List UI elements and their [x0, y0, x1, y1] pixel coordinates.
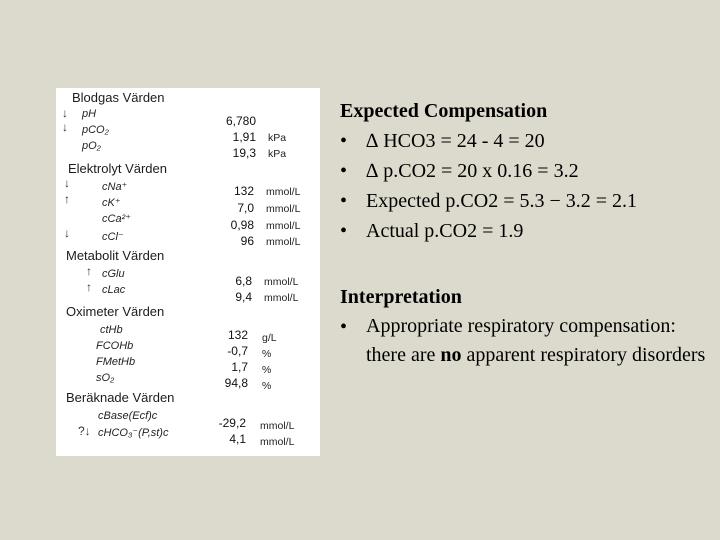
param-value: 7,0: [237, 201, 254, 215]
param-value: 132: [227, 328, 248, 342]
interpretation-text-start: Appropriate respiratory compensation: th…: [366, 315, 676, 366]
param-value: -0,7: [227, 344, 248, 358]
param-label: FCOHb: [96, 340, 134, 352]
param-label: pH: [82, 108, 97, 120]
bullet-dot: •: [340, 316, 348, 338]
param-label: cCa²⁺: [102, 213, 132, 225]
param-unit: %: [262, 364, 272, 376]
param-unit: %: [262, 348, 272, 360]
section-title-oximeter: Oximeter Värden: [66, 304, 165, 319]
param-label: cGlu: [102, 268, 125, 280]
param-value: 9,4: [235, 290, 252, 304]
param-label: ctHb: [100, 324, 123, 336]
param-label: cBase(Ecf)c: [98, 410, 158, 422]
param-value: 94,8: [224, 376, 248, 390]
param-value: 19,3: [232, 146, 256, 160]
bullet-text: Expected p.CO2 = 5.3 − 3.2 = 2.1: [366, 190, 638, 212]
bullet-dot: •: [340, 130, 348, 152]
section-title-beraknade: Beräknade Värden: [66, 390, 175, 405]
interpretation-text-end: apparent respiratory disorders: [461, 344, 706, 366]
param-unit: mmol/L: [260, 420, 295, 432]
param-value: 4,1: [229, 432, 246, 446]
param-unit: %: [262, 380, 272, 392]
param-value: 1,7: [231, 360, 248, 374]
bullet-item: • Actual p.CO2 = 1.9: [340, 216, 710, 246]
param-label: pCO₂: [82, 124, 109, 136]
param-label: pO₂: [82, 140, 101, 152]
slide-text: Expected Compensation • ∆ HCO3 = 24 - 4 …: [340, 96, 710, 370]
param-label: cCl⁻: [102, 231, 124, 243]
param-unit: mmol/L: [264, 276, 299, 288]
bullet-item: • Appropriate respiratory compensation: …: [340, 312, 710, 370]
flag-arrow: ?↓: [78, 424, 91, 438]
param-value: 6,8: [235, 274, 252, 288]
param-value: 96: [240, 234, 254, 248]
param-value: 6,780: [225, 114, 256, 128]
param-unit: mmol/L: [266, 203, 301, 215]
param-unit: mmol/L: [260, 436, 295, 448]
interpretation-text: Appropriate respiratory compensation: th…: [366, 312, 710, 370]
param-unit: mmol/L: [266, 186, 301, 198]
interpretation-title: Interpretation: [340, 286, 462, 308]
bullet-dot: •: [340, 220, 348, 242]
param-unit: kPa: [268, 132, 287, 144]
param-label: cNa⁺: [102, 181, 128, 193]
param-value: -29,2: [218, 416, 246, 430]
flag-arrow: ↓: [64, 176, 70, 190]
section-title-elektrolyt: Elektrolyt Värden: [68, 161, 167, 176]
param-label: cK⁺: [102, 197, 121, 209]
flag-arrow: ↑: [86, 264, 92, 278]
lab-report-scan: Blodgas Värden ↓ pH 6,780 ↓ pCO₂ 1,91 kP…: [56, 88, 320, 456]
bullet-text: Actual p.CO2 = 1.9: [366, 220, 524, 242]
flag-arrow: ↓: [62, 120, 68, 134]
spacer: [340, 246, 710, 282]
param-unit: mmol/L: [266, 236, 301, 248]
param-value: 132: [233, 184, 254, 198]
param-label: FMetHb: [96, 356, 136, 368]
section-title-blodgas: Blodgas Värden: [72, 90, 165, 105]
bullet-item: • Expected p.CO2 = 5.3 − 3.2 = 2.1: [340, 186, 710, 216]
bullet-item: • ∆ HCO3 = 24 - 4 = 20: [340, 126, 710, 156]
bullet-text: ∆ p.CO2 = 20 x 0.16 = 3.2: [366, 160, 579, 182]
expected-compensation-title: Expected Compensation: [340, 100, 548, 122]
param-value: 1,91: [232, 130, 256, 144]
bullet-dot: •: [340, 160, 348, 182]
param-unit: g/L: [262, 332, 277, 344]
param-unit: kPa: [268, 148, 287, 160]
param-value: 0,98: [230, 218, 254, 232]
bullet-dot: •: [340, 190, 348, 212]
param-label: cHCO₃⁻(P,st)c: [98, 427, 169, 439]
bullet-text: ∆ HCO3 = 24 - 4 = 20: [366, 130, 545, 152]
flag-arrow: ↓: [62, 106, 68, 120]
interpretation-emphasis: no: [440, 344, 462, 366]
section-title-metabolit: Metabolit Värden: [66, 248, 165, 263]
flag-arrow: ↑: [64, 192, 70, 206]
param-unit: mmol/L: [266, 220, 301, 232]
bullet-item: • ∆ p.CO2 = 20 x 0.16 = 3.2: [340, 156, 710, 186]
param-label: sO₂: [96, 372, 115, 384]
flag-arrow: ↓: [64, 226, 70, 240]
param-unit: mmol/L: [264, 292, 299, 304]
param-label: cLac: [102, 284, 126, 296]
flag-arrow: ↑: [86, 280, 92, 294]
